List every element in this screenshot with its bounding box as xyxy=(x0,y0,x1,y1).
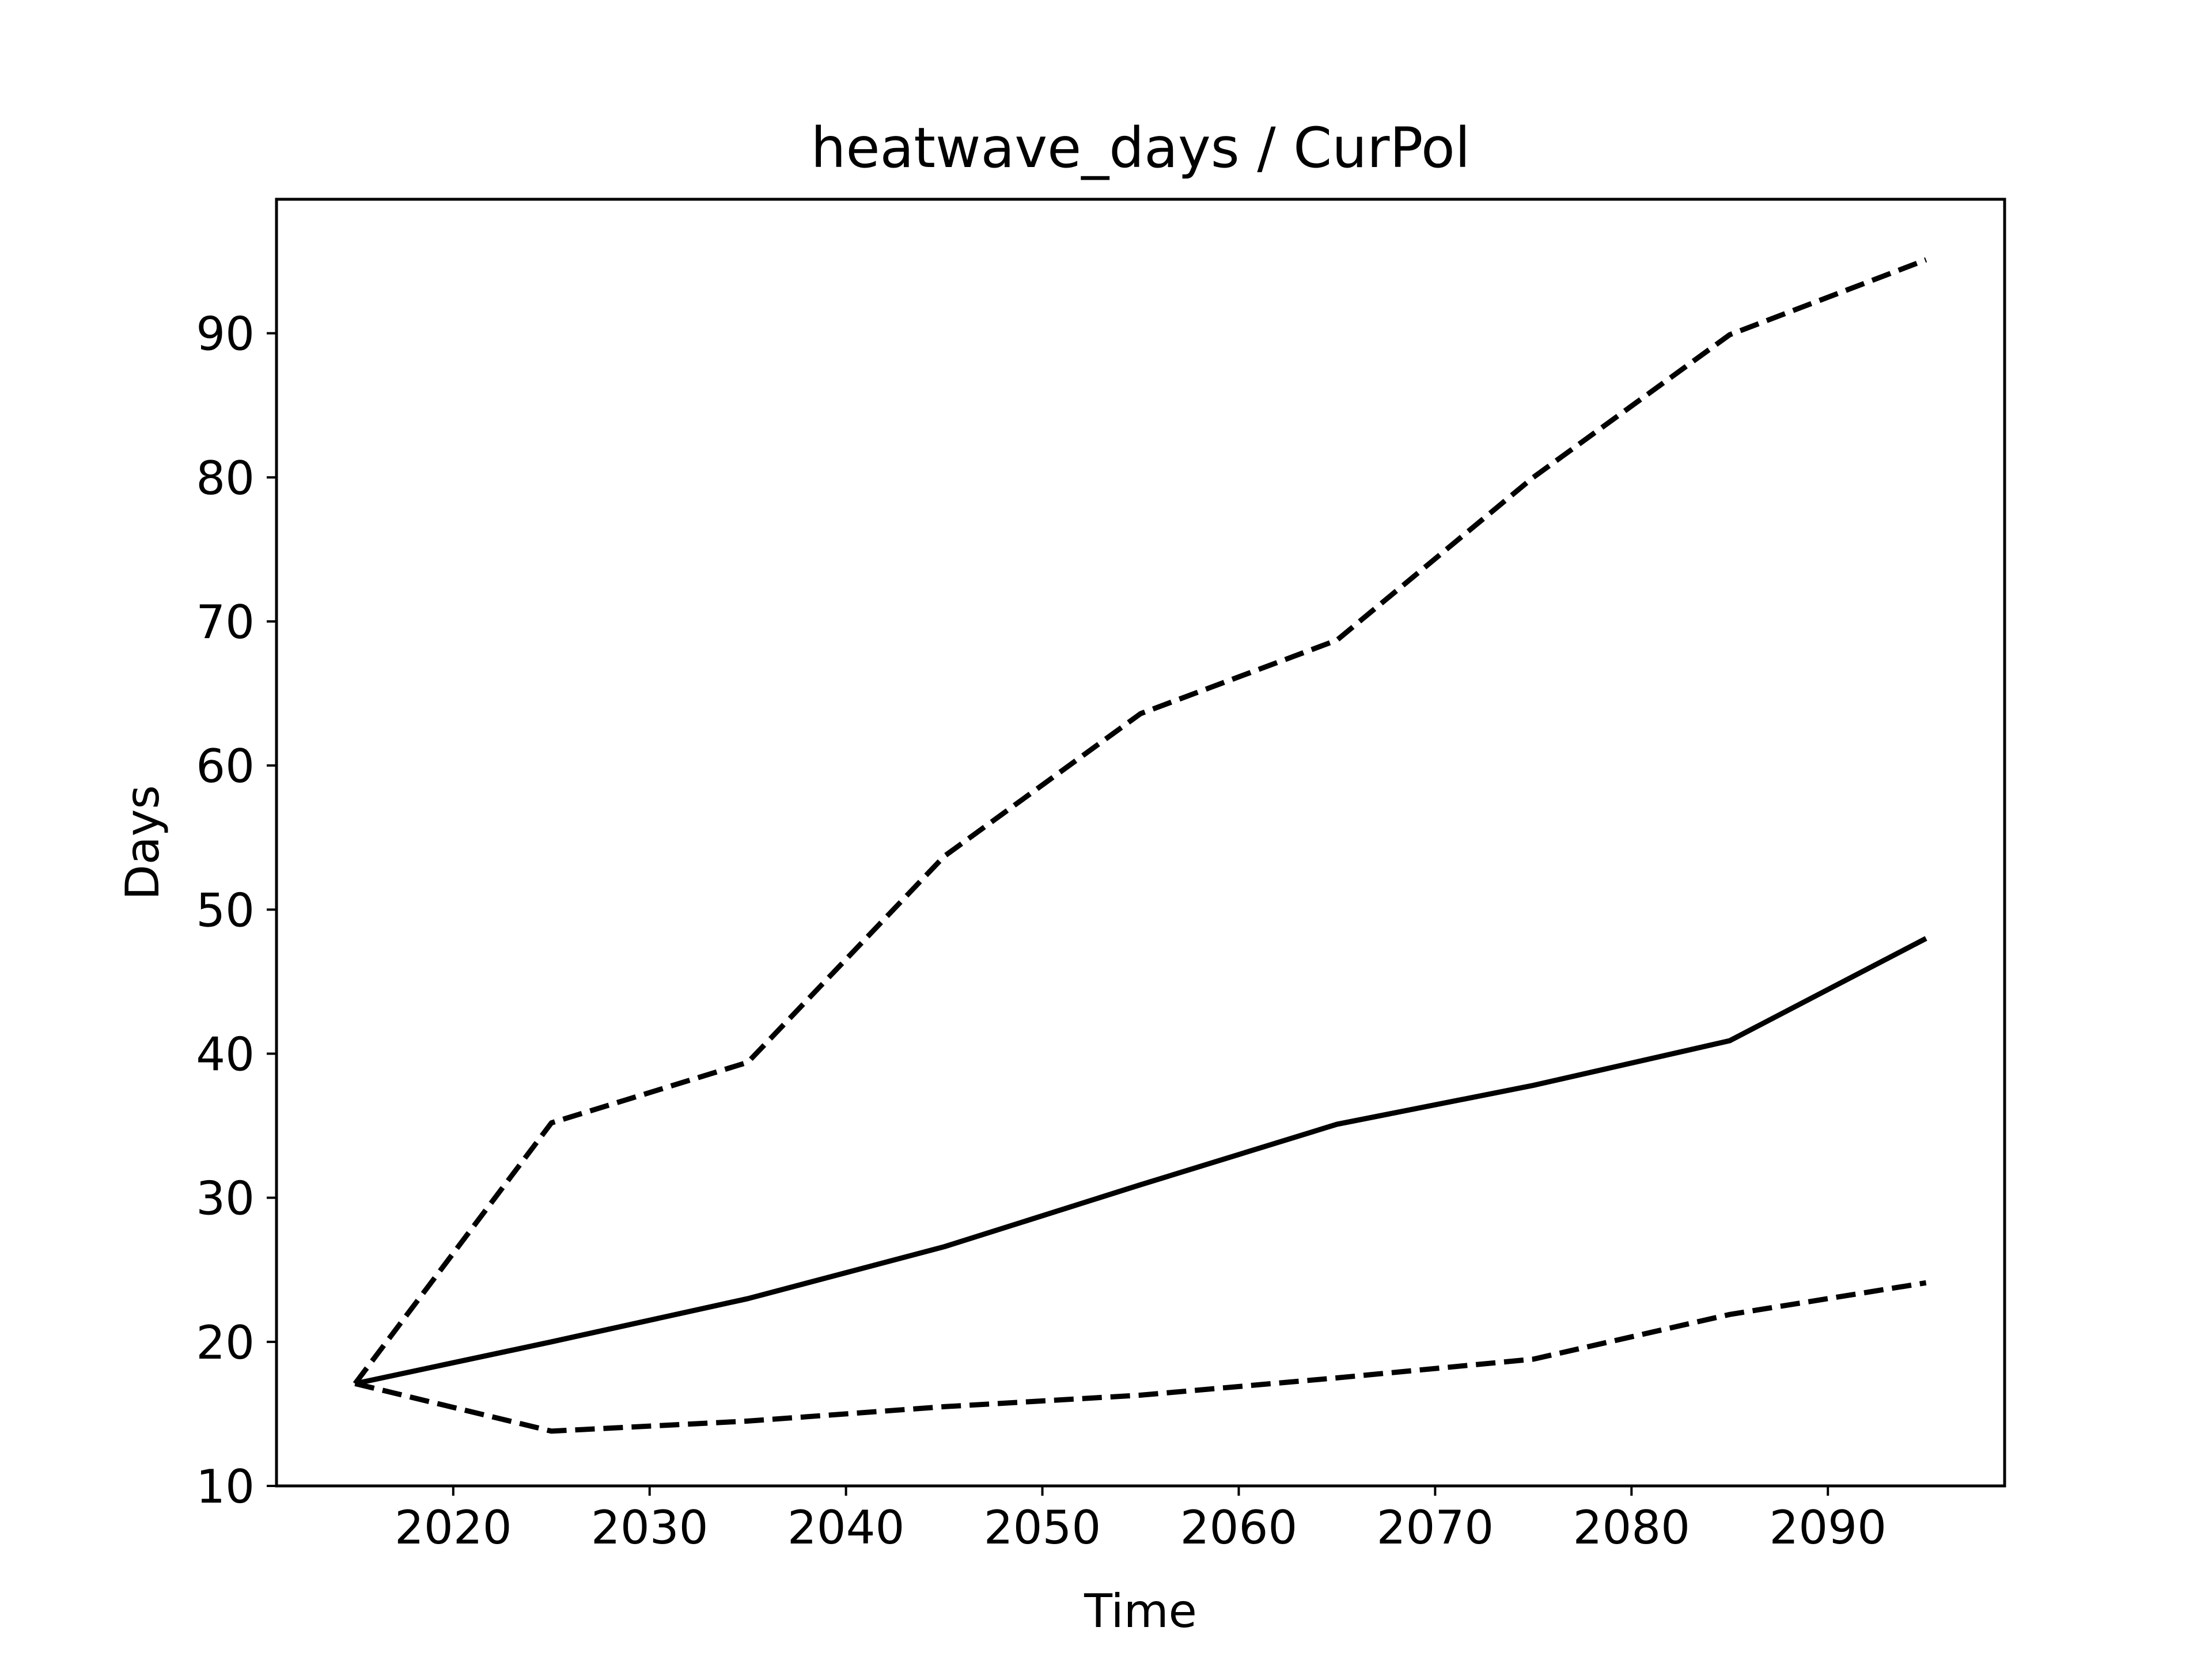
series-line-1 xyxy=(354,936,1927,1386)
plot-frame xyxy=(275,198,2006,1488)
y-tick-label: 40 xyxy=(196,1027,255,1081)
series-line-2 xyxy=(353,257,1927,1386)
y-tick-label: 10 xyxy=(196,1460,255,1514)
x-axis-label: Time xyxy=(1084,1584,1197,1638)
x-tick-label: 2080 xyxy=(1573,1501,1690,1554)
x-tick-label: 2020 xyxy=(395,1501,512,1554)
y-tick-label: 70 xyxy=(196,596,255,649)
series-lines xyxy=(353,257,1927,1434)
y-tick-label: 80 xyxy=(196,452,255,505)
x-tick-label: 2040 xyxy=(787,1501,905,1554)
x-axis: 2020 2030 2040 2050 2060 2070 2080 2090 xyxy=(395,1486,1887,1554)
x-tick-label: 2030 xyxy=(591,1501,709,1554)
series-line-3 xyxy=(354,1280,1927,1434)
x-tick-label: 2050 xyxy=(984,1501,1101,1554)
x-tick-label: 2090 xyxy=(1769,1501,1887,1554)
y-tick-label: 90 xyxy=(196,308,255,361)
x-tick-label: 2070 xyxy=(1377,1501,1494,1554)
y-tick-label: 30 xyxy=(196,1172,255,1226)
y-axis: 10 20 30 40 50 60 70 80 90 xyxy=(196,308,276,1514)
x-tick-label: 2060 xyxy=(1180,1501,1298,1554)
y-tick-label: 20 xyxy=(196,1316,255,1370)
y-axis-label: Days xyxy=(116,785,169,900)
y-tick-label: 50 xyxy=(196,883,255,937)
y-tick-label: 60 xyxy=(196,740,255,793)
chart-title: heatwave_days / CurPol xyxy=(811,116,1471,180)
